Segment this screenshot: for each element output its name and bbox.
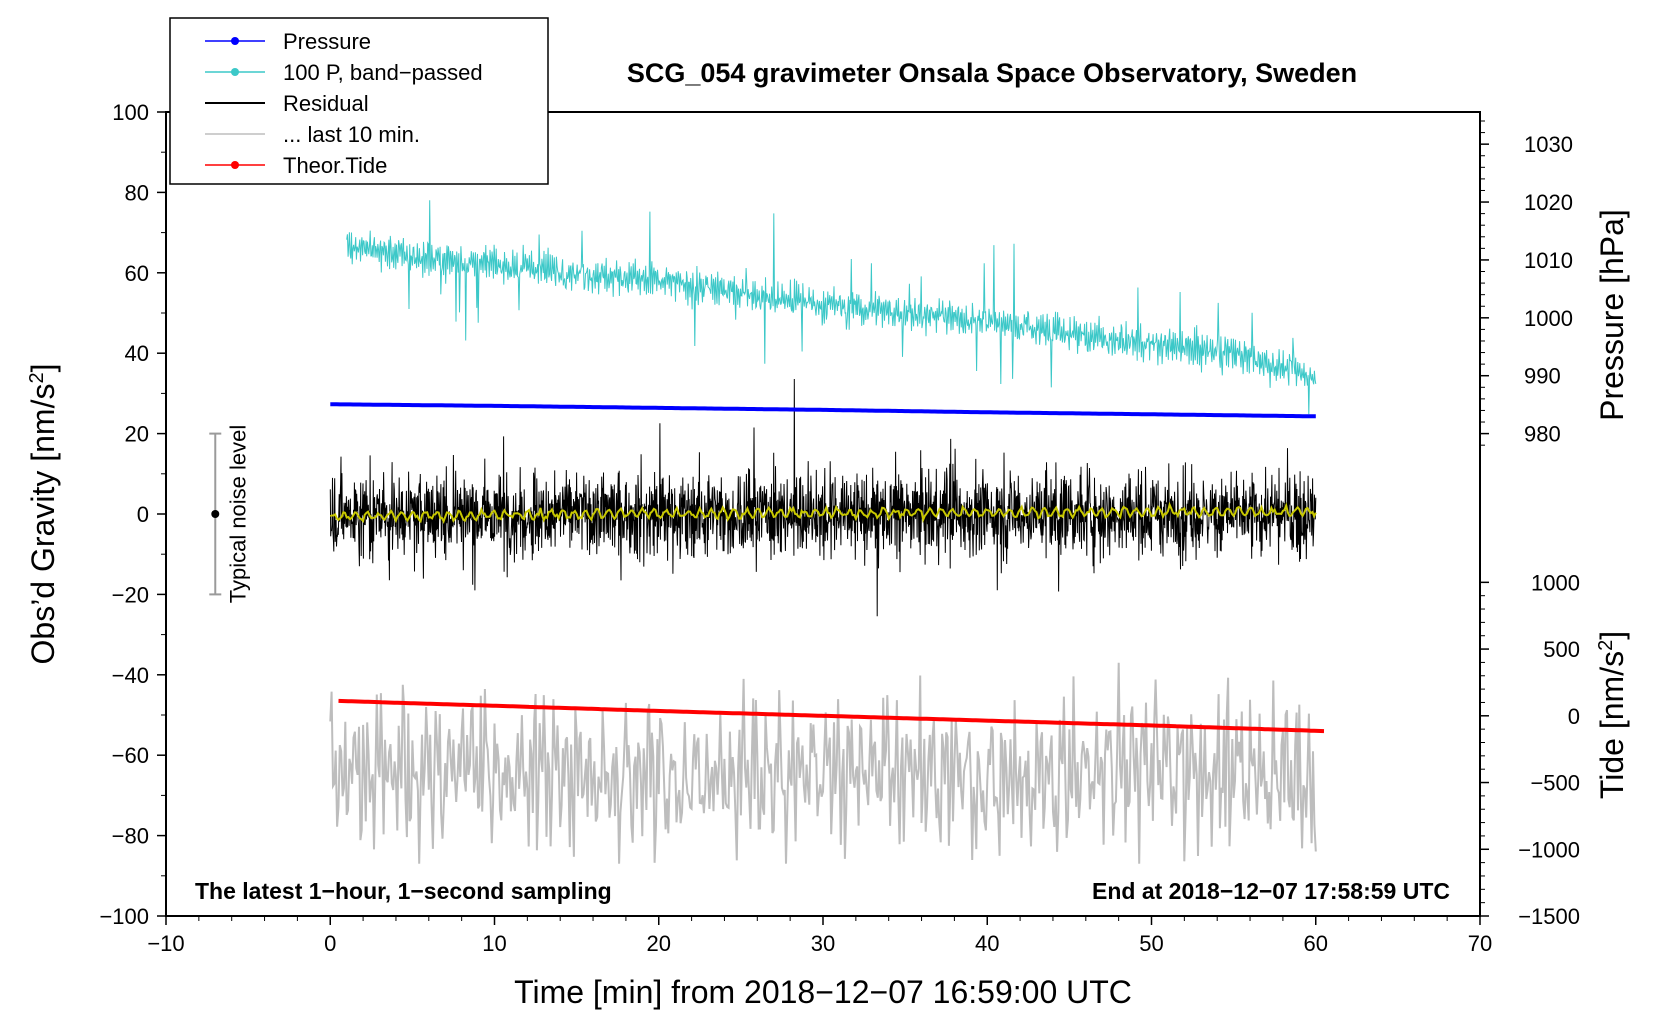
tide-tick-label: −1000 — [1518, 837, 1580, 862]
y-tick-label: −80 — [112, 824, 149, 849]
pressure-tick-label: 990 — [1524, 364, 1561, 389]
plot-lines — [329, 200, 1325, 864]
y-tick-label: −100 — [99, 904, 149, 929]
tide-tick-label: 500 — [1543, 637, 1580, 662]
axis-ticks: −10 0 10 20 30 40 50 60 70−100−80−60−40−20020406… — [99, 100, 1580, 956]
pressure-tick-label: 1030 — [1524, 132, 1573, 157]
legend: Pressure 100 P, band−passed Residual ... la… — [169, 17, 549, 185]
x-tick-label: 50 — [1139, 931, 1163, 956]
noise-center-dot — [211, 510, 220, 518]
tide-tick-label: −1500 — [1518, 904, 1580, 929]
series-band-passed-pressure — [346, 200, 1317, 415]
legend-label: Residual — [283, 91, 369, 116]
y-tick-label: 20 — [125, 422, 149, 447]
y-tick-label: 80 — [125, 180, 149, 205]
legend-marker — [231, 68, 239, 76]
series-pressure — [330, 402, 1316, 419]
y-axis-title-left: Obs’d Gravity [nm/s2] — [25, 364, 61, 665]
x-tick-label: 40 — [975, 931, 999, 956]
legend-label: Theor.Tide — [283, 153, 387, 178]
noise-label: Typical noise level — [225, 425, 250, 604]
x-tick-label: 10 — [482, 931, 506, 956]
x-tick-label: 60 — [1304, 931, 1328, 956]
noise-indicator: Typical noise level — [209, 425, 250, 604]
tide-tick-label: 0 — [1568, 704, 1580, 729]
x-axis-title: Time [min] from 2018−12−07 16:59:00 UTC — [514, 974, 1132, 1010]
y-tick-label: 60 — [125, 261, 149, 286]
legend-label: ... last 10 min. — [283, 122, 420, 147]
pressure-tick-label: 1010 — [1524, 248, 1573, 273]
y-axis-title-tide: Tide [nm/s2] — [1594, 631, 1630, 799]
series-last-10-min — [329, 662, 1317, 864]
x-tick-label: 30 — [811, 931, 835, 956]
x-tick-label: 20 — [647, 931, 671, 956]
legend-item: Theor.Tide — [205, 153, 387, 178]
chart-title: SCG_054 gravimeter Onsala Space Observat… — [627, 58, 1357, 88]
annotation-end-time: End at 2018−12−07 17:58:59 UTC — [1092, 878, 1450, 904]
tide-tick-label: 1000 — [1531, 570, 1580, 595]
pressure-tick-label: 1020 — [1524, 190, 1573, 215]
y-tick-label: −40 — [112, 663, 149, 688]
pressure-tick-label: 1000 — [1524, 306, 1573, 331]
x-tick-label: 70 — [1468, 931, 1492, 956]
y-axis-title-pressure: Pressure [hPa] — [1594, 209, 1630, 421]
legend-marker — [231, 37, 239, 45]
legend-label: 100 P, band−passed — [283, 60, 483, 85]
legend-box — [169, 17, 549, 185]
y-tick-label: 0 — [137, 502, 149, 527]
legend-item: ... last 10 min. — [205, 122, 420, 147]
legend-item: Residual — [205, 91, 369, 116]
legend-label: Pressure — [283, 29, 371, 54]
series-theoretical-tide — [338, 698, 1325, 734]
legend-marker — [231, 161, 239, 169]
x-tick-label: −10 — [147, 931, 184, 956]
series-residual-smoothed — [329, 501, 1317, 524]
legend-items: Pressure 100 P, band−passed Residual ... la… — [205, 29, 483, 178]
legend-item: 100 P, band−passed — [205, 60, 483, 85]
annotation-latest-hour: The latest 1−hour, 1−second sampling — [195, 878, 612, 904]
y-tick-label: 100 — [112, 100, 149, 125]
x-tick-label: 0 — [324, 931, 336, 956]
pressure-tick-label: 980 — [1524, 422, 1561, 447]
tide-tick-label: −500 — [1530, 771, 1580, 796]
y-tick-label: 40 — [125, 341, 149, 366]
y-tick-label: −60 — [112, 743, 149, 768]
series-residual — [329, 378, 1317, 617]
legend-item: Pressure — [205, 29, 371, 54]
y-tick-label: −20 — [112, 582, 149, 607]
